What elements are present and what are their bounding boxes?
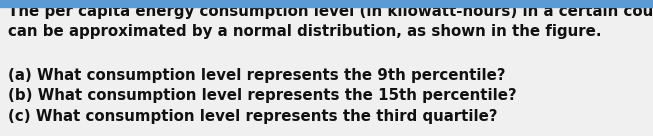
Text: The per capita energy consumption level (in kilowatt-hours) in a certain country: The per capita energy consumption level … bbox=[8, 4, 653, 39]
Text: (a) What consumption level represents the 9th percentile?
(b) What consumption l: (a) What consumption level represents th… bbox=[8, 68, 517, 124]
Bar bbox=[0, 0, 653, 7]
